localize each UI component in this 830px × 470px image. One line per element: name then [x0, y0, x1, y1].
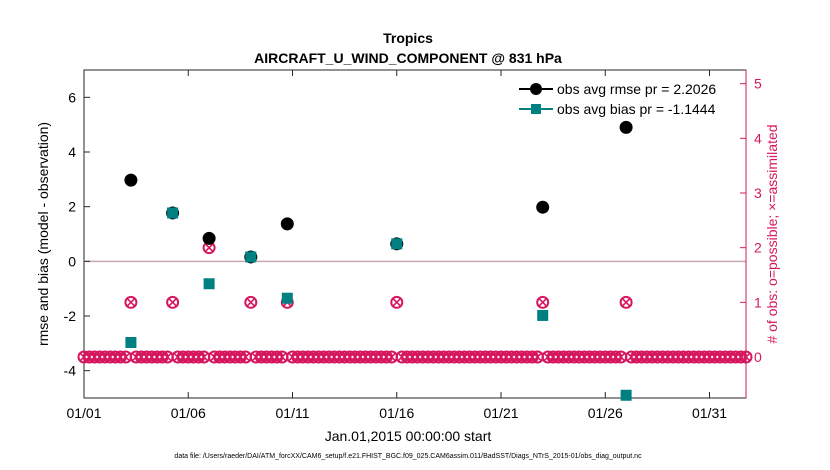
x-axis-label: Jan.01,2015 00:00:00 start [325, 428, 492, 444]
rmse-point [280, 217, 294, 231]
obs-count-assimilated-marker [277, 352, 287, 362]
obs-count-assimilated-marker [621, 298, 631, 307]
y-tick-right-label: 3 [754, 185, 762, 201]
y-tick-right-label: 0 [754, 349, 762, 365]
obs-count-assimilated-marker [616, 352, 626, 362]
obs-count-assimilated-marker [241, 352, 250, 362]
chart-subtitle: AIRCRAFT_U_WIND_COMPONENT @ 831 hPa [254, 50, 562, 66]
obs-count-assimilated-marker [246, 298, 255, 307]
x-tick-label: 01/21 [483, 405, 518, 421]
data-file-footnote: data file: /Users/raeder/DAI/ATM_forcXX/… [174, 453, 642, 460]
obs-count-assimilated-marker [392, 298, 401, 307]
legend-bias-marker [531, 104, 541, 114]
y-tick-right-label: 5 [754, 76, 762, 92]
obs-count-possible-marker [166, 295, 180, 309]
x-tick-label: 01/06 [171, 405, 206, 421]
rmse-point [124, 173, 138, 187]
chart-title: Tropics [383, 30, 433, 46]
obs-count-possible-marker [244, 295, 258, 309]
obs-count-assimilated-marker [163, 352, 172, 362]
x-tick-label: 01/16 [379, 405, 414, 421]
obs-count-assimilated-marker [533, 352, 542, 362]
bias-point [245, 251, 257, 263]
bias-point [620, 389, 632, 401]
y-tick-right-label: 2 [754, 240, 762, 256]
bias-point [391, 238, 403, 250]
obs-count-assimilated-marker [538, 298, 547, 307]
x-tick-label: 01/01 [66, 405, 101, 421]
obs-count-assimilated-marker [387, 352, 396, 362]
y-tick-label: 6 [68, 89, 76, 105]
y-tick-label: 4 [68, 144, 76, 160]
legend-bias-label: obs avg bias pr = -1.1444 [557, 101, 716, 117]
bias-point [537, 309, 549, 321]
x-tick-label: 01/11 [276, 405, 310, 421]
rmse-point [202, 231, 216, 245]
y-tick-label: -4 [64, 363, 77, 379]
bias-point [167, 207, 179, 219]
obs-count-possible-marker [124, 295, 138, 309]
rmse-point [619, 120, 633, 134]
y-axis-label: rmse and bias (model - observation) [35, 122, 51, 346]
obs-count-assimilated-marker [168, 298, 177, 307]
obs-count-possible-marker [536, 295, 550, 309]
y-tick-right-label: 1 [754, 294, 762, 310]
x-tick-label: 01/31 [692, 405, 727, 421]
obs-count-assimilated-marker [121, 352, 130, 362]
y-tick-label: -2 [64, 308, 77, 324]
bias-point [203, 278, 215, 290]
obs-count-assimilated-marker [126, 298, 136, 307]
obs-count-possible-marker [619, 295, 633, 309]
legend-rmse-marker [530, 83, 542, 95]
y-axis-right-label: # of obs: o=possible; ×=assimilated [764, 124, 780, 343]
y-tick-right-label: 4 [754, 130, 762, 146]
legend-rmse-label: obs avg rmse pr = 2.2026 [557, 81, 716, 97]
y-tick-label: 0 [68, 253, 76, 269]
bias-point [125, 337, 137, 349]
obs-count-possible-marker [390, 295, 404, 309]
x-tick-label: 01/26 [588, 405, 623, 421]
obs-count-assimilated-marker [741, 352, 751, 362]
bias-point [281, 292, 293, 304]
obs-count-assimilated-marker [204, 243, 214, 252]
obs-count-assimilated-marker [199, 352, 209, 362]
obs-count-possible-marker [739, 350, 753, 364]
plot-area [83, 69, 747, 399]
rmse-point [536, 200, 550, 214]
y-tick-label: 2 [68, 199, 76, 215]
